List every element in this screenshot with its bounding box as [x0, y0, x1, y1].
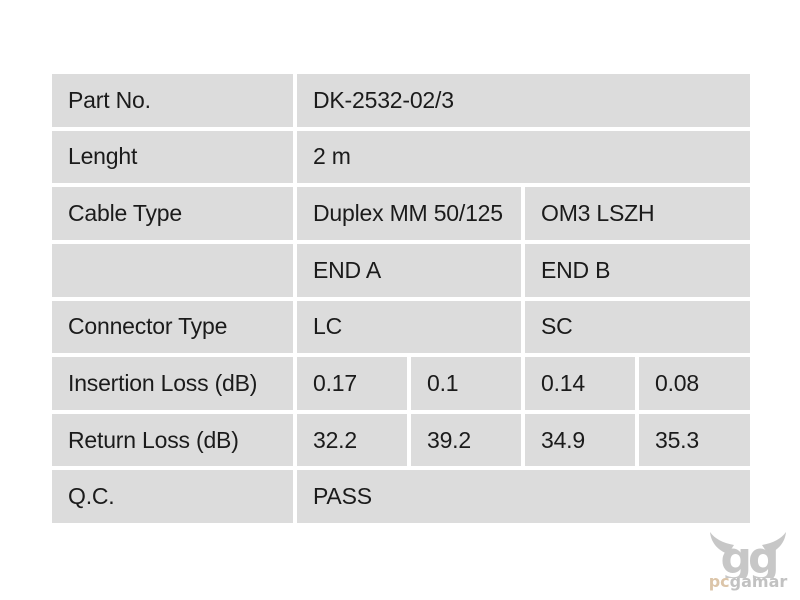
part-no-value: DK-2532-02/3 — [297, 74, 750, 127]
insertion-loss-b1: 0.14 — [525, 357, 635, 410]
cable-type-value-1: Duplex MM 50/125 — [297, 187, 521, 240]
pcgamar-watermark: gg pcgamar — [703, 532, 793, 590]
right-horn-icon — [762, 532, 786, 554]
connector-end-a: LC — [297, 300, 521, 354]
brand-prefix: pc — [708, 572, 730, 591]
length-label: Lenght — [52, 130, 293, 184]
gg-horns-logo-icon: gg — [710, 532, 786, 578]
cable-type-value-2: OM3 LSZH — [525, 187, 750, 240]
left-horn-icon — [710, 532, 734, 554]
watermark-brand-text: pcgamar — [703, 574, 793, 590]
part-no-label: Part No. — [52, 74, 293, 127]
end-b-header: END B — [525, 243, 750, 297]
qc-label: Q.C. — [52, 470, 293, 523]
insertion-loss-a2: 0.1 — [411, 357, 521, 410]
connector-type-label: Connector Type — [52, 300, 293, 354]
return-loss-label: Return Loss (dB) — [52, 413, 293, 467]
return-loss-b2: 35.3 — [639, 413, 750, 467]
qc-value: PASS — [297, 470, 750, 523]
brand-suffix: gamar — [729, 572, 788, 591]
insertion-loss-a1: 0.17 — [297, 357, 407, 410]
cable-type-label: Cable Type — [52, 187, 293, 240]
return-loss-a2: 39.2 — [411, 413, 521, 467]
cable-spec-table: Part No. DK-2532-02/3 Lenght 2 m Cable T… — [52, 74, 750, 523]
insertion-loss-b2: 0.08 — [639, 357, 750, 410]
return-loss-a1: 32.2 — [297, 413, 407, 467]
ends-header-spacer — [52, 243, 293, 297]
end-a-header: END A — [297, 243, 521, 297]
connector-end-b: SC — [525, 300, 750, 354]
length-value: 2 m — [297, 130, 750, 184]
return-loss-b1: 34.9 — [525, 413, 635, 467]
insertion-loss-label: Insertion Loss (dB) — [52, 357, 293, 410]
gg-glyphs: gg — [721, 533, 776, 578]
